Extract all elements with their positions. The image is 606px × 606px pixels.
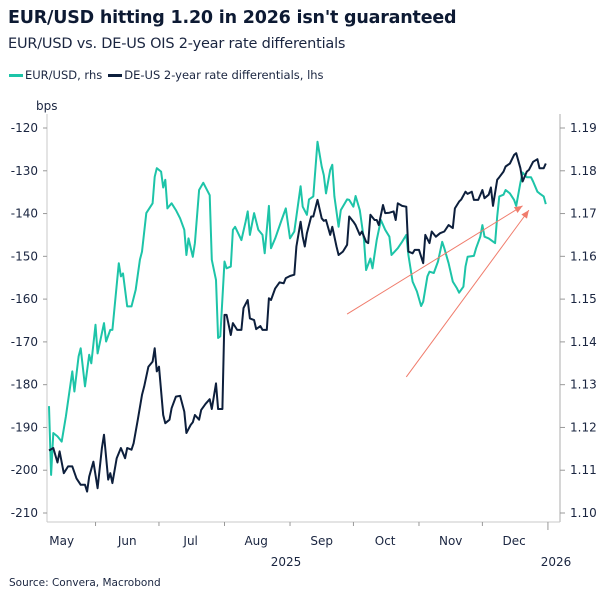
legend: EUR/USD, rhs DE-US 2-year rate different… <box>9 68 330 82</box>
legend-label-rate-diff: DE-US 2-year rate differentials, lhs <box>124 68 324 82</box>
right-axis-tick-label: 1.19 <box>570 121 597 135</box>
legend-label-eurusd: EUR/USD, rhs <box>25 68 103 82</box>
x-axis-month-label: Sep <box>310 534 333 548</box>
legend-item-eurusd: EUR/USD, rhs <box>9 68 102 82</box>
right-axis-tick-label: 1.18 <box>570 164 597 178</box>
annotation-arrow <box>405 209 530 378</box>
chart-title: EUR/USD hitting 1.20 in 2026 isn't guara… <box>8 8 457 28</box>
right-axis-tick-label: 1.14 <box>570 335 597 349</box>
chart-subtitle: EUR/USD vs. DE-US OIS 2-year rate differ… <box>8 36 346 52</box>
right-axis-tick-label: 1.11 <box>570 463 597 477</box>
x-axis-month-label: May <box>49 534 74 548</box>
right-axis-tick-label: 1.13 <box>570 378 597 392</box>
arrow-head-icon <box>521 210 529 219</box>
x-axis-month-label: Nov <box>439 534 462 548</box>
legend-swatch-rate-diff <box>108 73 123 77</box>
series-line-rate-differentials <box>48 152 547 493</box>
left-axis-label: bps <box>36 99 58 113</box>
x-axis-month-label: Aug <box>244 534 267 548</box>
right-axis-tick-label: 1.16 <box>570 249 597 263</box>
arrow-shaft <box>405 209 530 378</box>
left-axis-tick-label: -140 <box>11 207 38 221</box>
x-axis-month-label: Jul <box>182 534 197 548</box>
arrow-head-icon <box>513 205 523 214</box>
right-axis-tick-label: 1.17 <box>570 207 597 221</box>
x-axis-month-label: Dec <box>502 534 525 548</box>
arrow-shaft <box>346 205 523 315</box>
left-axis-tick-label: -170 <box>11 335 38 349</box>
x-axis-month-label: Jun <box>117 534 137 548</box>
left-axis-tick-label: -200 <box>11 463 38 477</box>
left-axis-tick-label: -130 <box>11 164 38 178</box>
left-axis-tick-label: -160 <box>11 292 38 306</box>
right-axis-tick-label: 1.12 <box>570 420 597 434</box>
legend-swatch-eurusd <box>9 73 23 77</box>
source-note: Source: Convera, Macrobond <box>9 577 161 589</box>
x-axis-month-label: Oct <box>375 534 396 548</box>
legend-item-rate-diff: DE-US 2-year rate differentials, lhs <box>108 68 324 82</box>
right-axis-tick-label: 1.10 <box>570 506 597 520</box>
left-axis-tick-label: -150 <box>11 249 38 263</box>
right-axis-tick-label: 1.15 <box>570 292 597 306</box>
left-axis-tick-label: -120 <box>11 121 38 135</box>
x-axis-year-label: 2026 <box>541 555 572 569</box>
left-axis-tick-label: -180 <box>11 378 38 392</box>
left-axis-tick-label: -190 <box>11 420 38 434</box>
annotation-arrow <box>346 205 523 315</box>
series-line-eurusd <box>48 140 547 476</box>
left-axis-tick-label: -210 <box>11 506 38 520</box>
x-axis-year-label: 2025 <box>271 555 302 569</box>
